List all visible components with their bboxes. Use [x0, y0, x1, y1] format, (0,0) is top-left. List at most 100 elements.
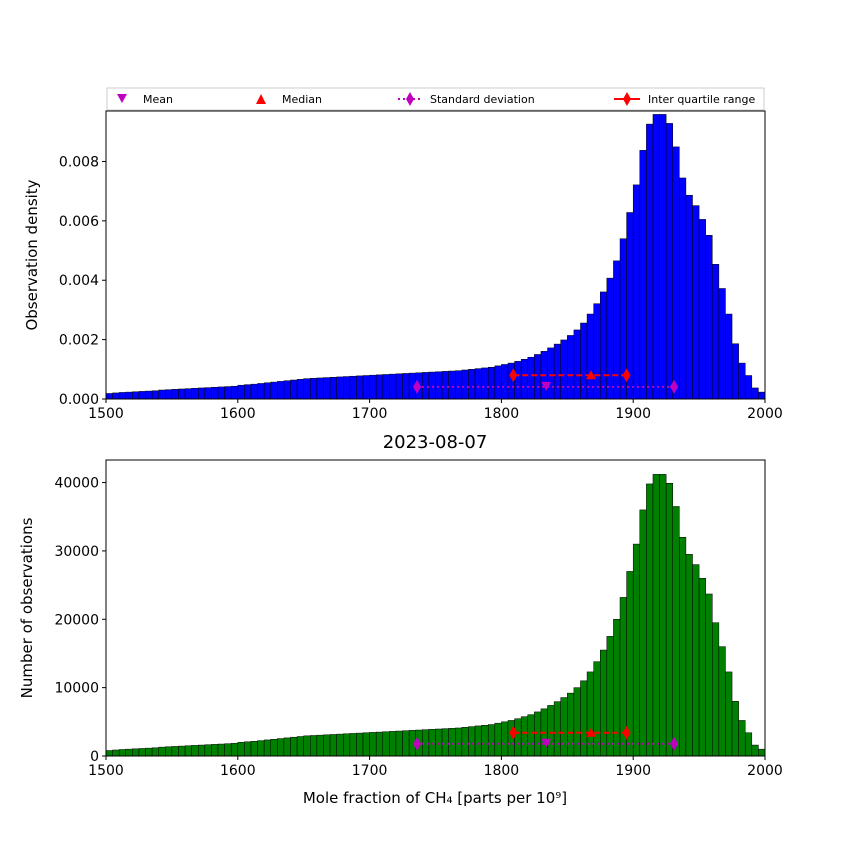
x-tick-label: 1700	[352, 763, 388, 779]
histogram-bar	[705, 593, 713, 757]
histogram-bar	[665, 482, 673, 757]
histogram-bar	[448, 728, 456, 757]
histogram-bar	[705, 235, 713, 400]
histogram-bar	[567, 335, 575, 400]
histogram-bar	[455, 370, 463, 400]
histogram-bar	[349, 733, 357, 757]
x-tick-label: 1800	[484, 406, 520, 422]
histogram-bar	[547, 347, 555, 400]
histogram-bar	[547, 705, 555, 757]
iqr-high-marker	[622, 368, 631, 383]
histogram-bar	[725, 671, 733, 757]
chart-title: 2023-08-07	[383, 432, 488, 453]
density-stats-markers	[413, 368, 679, 394]
histogram-bar	[362, 375, 370, 400]
histogram-bar	[257, 740, 265, 757]
histogram-bar	[395, 730, 403, 757]
legend-mean-label: Mean	[143, 93, 173, 106]
legend-iqr-label: Inter quartile range	[648, 93, 755, 106]
histogram-bar	[520, 359, 529, 400]
histogram-bar	[184, 745, 192, 757]
histogram-bar	[428, 729, 436, 757]
histogram-bar	[600, 291, 608, 400]
y-tick-label: 0.006	[59, 214, 99, 230]
y-tick-label: 0.000	[59, 392, 99, 408]
histogram-bar	[244, 384, 252, 400]
x-tick-label: 2000	[747, 406, 783, 422]
histogram-bar	[336, 376, 344, 400]
density-y-axis: 0.000 0.002 0.004 0.006 0.008	[59, 154, 106, 408]
histogram-bar	[382, 731, 390, 757]
histogram-bar	[369, 732, 377, 757]
histogram-bar	[481, 367, 489, 400]
histogram-bar	[698, 219, 706, 400]
histogram-bar	[520, 716, 529, 757]
counts-bars	[105, 474, 766, 757]
histogram-bar	[198, 744, 206, 757]
histogram-bar	[573, 687, 581, 757]
histogram-bar	[441, 728, 449, 757]
histogram-bar	[744, 375, 753, 400]
histogram-bar	[501, 364, 509, 400]
histogram-bar	[613, 260, 621, 400]
histogram-bar	[303, 378, 311, 400]
histogram-bar	[474, 725, 482, 757]
histogram-bar	[744, 732, 753, 757]
histogram-bar	[553, 701, 561, 757]
std-low-marker	[413, 379, 422, 394]
histogram-bar	[178, 745, 186, 757]
histogram-bar	[560, 339, 568, 400]
histogram-bar	[336, 733, 344, 757]
x-axis-label: Mole fraction of CH₄ [parts per 10⁹]	[303, 789, 567, 807]
histogram-bar	[224, 386, 232, 400]
histogram-bar	[165, 746, 173, 757]
histogram-bar	[283, 380, 291, 400]
histogram-bar	[481, 724, 489, 757]
histogram-bar	[342, 376, 351, 400]
histogram-bar	[356, 375, 364, 400]
histogram-bar	[316, 377, 324, 400]
y-tick-label: 40000	[54, 476, 99, 492]
histogram-bar	[342, 733, 351, 757]
histogram-bar	[494, 722, 502, 757]
y-tick-label: 0	[90, 749, 99, 765]
x-tick-label: 1900	[615, 406, 651, 422]
mean-marker	[541, 381, 552, 391]
histogram-bar	[718, 288, 726, 400]
histogram-bar	[514, 361, 522, 400]
histogram-bar	[455, 727, 463, 757]
histogram-bar	[679, 536, 687, 757]
histogram-bar	[646, 123, 654, 400]
histogram-bar	[230, 743, 239, 757]
std-marker-icon	[406, 92, 414, 106]
histogram-bar	[382, 374, 390, 400]
legend: Mean Median Standard deviation Inter qua…	[106, 87, 765, 111]
iqr-marker-icon	[623, 92, 631, 106]
histogram-bar	[349, 375, 357, 400]
histogram-bar	[712, 622, 720, 757]
histogram-bar	[118, 392, 127, 400]
median-marker-icon	[256, 94, 266, 104]
median-marker	[586, 370, 597, 380]
histogram-bar	[461, 369, 469, 400]
histogram-bar	[191, 745, 199, 757]
y-tick-label: 30000	[54, 544, 99, 560]
histogram-bar	[296, 379, 304, 400]
iqr-low-marker	[509, 368, 518, 383]
density-panel: 1500 1600 1700 1800 1900 2000 0.000 0.002 0.004…	[23, 110, 783, 422]
histogram-bar	[441, 371, 449, 400]
histogram-bar	[244, 741, 252, 757]
histogram-bar	[145, 747, 153, 757]
histogram-bar	[105, 750, 113, 757]
histogram-bar	[435, 371, 443, 400]
histogram-bar	[323, 377, 331, 400]
histogram-bar	[211, 744, 219, 757]
histogram-bar	[692, 205, 700, 400]
histogram-bar	[290, 736, 298, 757]
histogram-bar	[356, 732, 364, 757]
histogram-bar	[165, 389, 173, 400]
histogram-bar	[270, 381, 278, 400]
std-low-marker	[413, 736, 422, 751]
histogram-bar	[310, 378, 318, 400]
histogram-bar	[125, 748, 133, 757]
